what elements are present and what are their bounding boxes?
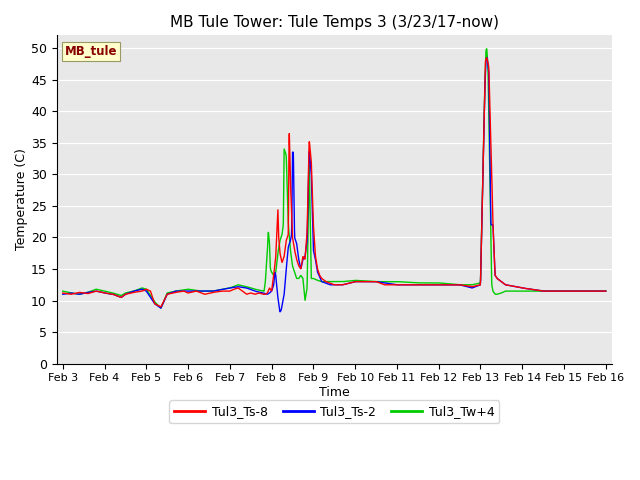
Y-axis label: Temperature (C): Temperature (C) — [15, 149, 28, 251]
Title: MB Tule Tower: Tule Temps 3 (3/23/17-now): MB Tule Tower: Tule Temps 3 (3/23/17-now… — [170, 15, 499, 30]
Legend: Tul3_Ts-8, Tul3_Ts-2, Tul3_Tw+4: Tul3_Ts-8, Tul3_Ts-2, Tul3_Tw+4 — [169, 400, 499, 423]
X-axis label: Time: Time — [319, 386, 349, 399]
Text: MB_tule: MB_tule — [65, 45, 117, 58]
